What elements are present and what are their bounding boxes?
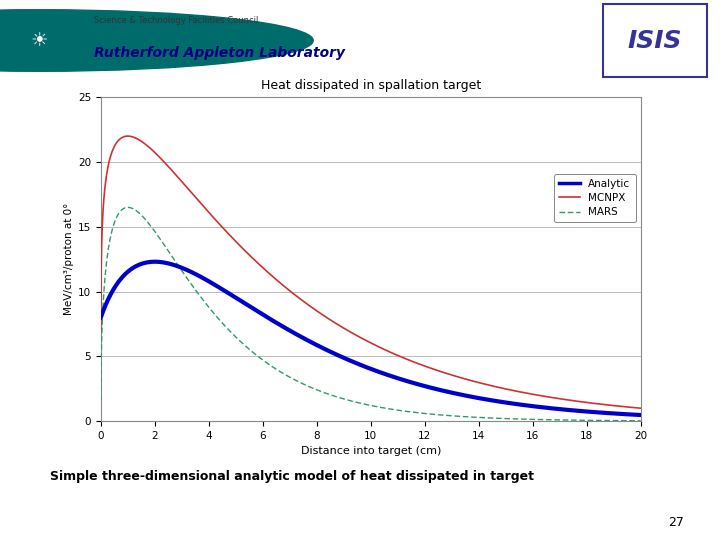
MCNPX: [124, 133, 132, 139]
Line: MARS: MARS: [101, 207, 641, 421]
Analytic: [124, 268, 132, 274]
Text: 27: 27: [668, 516, 684, 529]
MCNPX: [522, 390, 531, 396]
Title: Heat dissipated in spallation target: Heat dissipated in spallation target: [261, 79, 481, 92]
Analytic: [621, 411, 629, 417]
Text: ISIS: ISIS: [628, 29, 683, 52]
MARS: [359, 401, 368, 407]
Analytic: [359, 363, 368, 369]
Text: Rutherford Appleton Laboratory: Rutherford Appleton Laboratory: [94, 46, 345, 59]
Y-axis label: MeV/cm³/proton at 0°: MeV/cm³/proton at 0°: [63, 203, 73, 315]
MARS: [636, 417, 645, 424]
MCNPX: [345, 328, 354, 335]
Line: MCNPX: MCNPX: [101, 136, 641, 408]
MARS: [125, 204, 133, 211]
Analytic: [621, 411, 630, 417]
MCNPX: [621, 403, 629, 410]
Analytic: [522, 402, 531, 409]
Analytic: [636, 412, 645, 418]
MCNPX: [621, 403, 630, 410]
MCNPX: [636, 405, 645, 411]
MCNPX: [96, 327, 105, 333]
MCNPX: [359, 336, 368, 342]
Line: Analytic: Analytic: [101, 262, 641, 415]
Text: Simple three-dimensional analytic model of heat dissipated in target: Simple three-dimensional analytic model …: [50, 470, 534, 483]
MCNPX: [125, 133, 133, 139]
MARS: [621, 417, 629, 424]
MARS: [621, 417, 630, 424]
Circle shape: [0, 10, 313, 71]
MARS: [96, 396, 105, 403]
Text: ☀: ☀: [31, 31, 48, 50]
Analytic: [345, 357, 354, 363]
Legend: Analytic, MCNPX, MARS: Analytic, MCNPX, MARS: [554, 174, 636, 222]
Analytic: [96, 314, 105, 321]
Analytic: [150, 259, 159, 265]
Bar: [603, 4, 707, 77]
Text: Science & Technology Facilities Council: Science & Technology Facilities Council: [94, 16, 258, 25]
X-axis label: Distance into target (cm): Distance into target (cm): [301, 447, 441, 456]
MARS: [345, 397, 354, 404]
MARS: [124, 204, 132, 211]
MARS: [522, 416, 531, 422]
